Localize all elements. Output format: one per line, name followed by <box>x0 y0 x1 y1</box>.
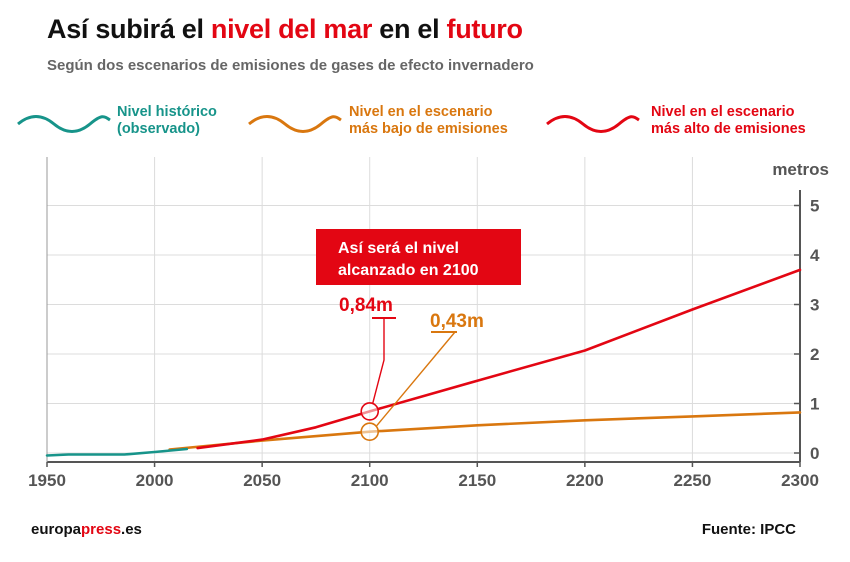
source-note: Fuente: IPCC <box>701 521 796 538</box>
x-tick-label: 2150 <box>458 471 496 490</box>
chart-callout: Así será el nivel alcanzado en 2100 0,84… <box>316 229 521 332</box>
y-tick-label: 5 <box>810 197 819 216</box>
x-tick-label: 2050 <box>243 471 281 490</box>
brand-logo: europapress.es <box>31 521 142 538</box>
callout-box <box>316 229 521 285</box>
series-line-2 <box>196 268 802 450</box>
marker-high <box>360 402 380 421</box>
leader-high <box>372 318 385 404</box>
title-part-4: futuro <box>446 14 523 44</box>
legend-low-line1: Nivel en el escenario <box>349 104 493 120</box>
brand-part-2: press <box>81 521 122 538</box>
legend-historic: Nivel histórico (observado) <box>117 104 217 138</box>
legend-historic-line2: (observado) <box>117 121 200 137</box>
title-part-2: nivel del mar <box>210 14 373 44</box>
legend-historic-swatch <box>17 115 111 133</box>
chart-markers <box>360 317 457 442</box>
x-tick-label: 2000 <box>136 471 174 490</box>
callout-line1: Así será el nivel <box>338 240 459 257</box>
callout-line2: alcanzado en 2100 <box>338 262 479 279</box>
legend-low-line2: más bajo de emisiones <box>349 121 508 137</box>
annotation-low-label: 0,43m <box>430 311 484 332</box>
x-tick-label: 2300 <box>781 471 819 490</box>
y-tick-label: 0 <box>810 444 819 463</box>
annotation-high-label: 0,84m <box>339 295 393 316</box>
legend-high: Nivel en el escenario más alto de emisio… <box>651 104 806 138</box>
y-tick-label: 2 <box>810 345 819 364</box>
marker-low <box>360 422 380 442</box>
chart-series <box>45 268 802 457</box>
legend-high-line1: Nivel en el escenario <box>651 104 795 120</box>
y-tick-label: 1 <box>810 395 819 414</box>
legend-low-wave <box>248 115 342 133</box>
title-part-3: en el <box>379 14 440 44</box>
legend-historic-line1: Nivel histórico <box>117 104 217 120</box>
y-axis-label: metros <box>772 160 829 179</box>
series-line-1 <box>168 411 802 451</box>
legend-high-line2: más alto de emisiones <box>651 121 806 137</box>
legend-high-swatch <box>546 115 640 133</box>
title-part-1: Así subirá el <box>47 14 204 44</box>
legend-high-wave <box>546 115 640 133</box>
x-tick-label: 1950 <box>28 471 66 490</box>
series-line-0 <box>45 447 189 457</box>
page-title: Así subirá el nivel del mar en el futuro <box>47 14 523 45</box>
legend-low: Nivel en el escenario más bajo de emisio… <box>349 104 508 138</box>
chart-axes: 1950 2000 2050 2100 2150 2200 2250 2300 0 1 2 3 4 5 me… <box>28 157 829 490</box>
brand-part-3: .es <box>121 521 142 538</box>
y-tick-label: 4 <box>810 246 820 265</box>
y-tick-label: 3 <box>810 296 819 315</box>
legend-low-swatch <box>248 115 342 133</box>
legend-historic-wave <box>17 115 111 133</box>
x-tick-label: 2250 <box>674 471 712 490</box>
x-tick-label: 2200 <box>566 471 604 490</box>
x-tick-label: 2100 <box>351 471 389 490</box>
brand-part-1: europa <box>31 521 82 538</box>
leader-low <box>376 331 456 427</box>
page-subtitle: Según dos escenarios de emisiones de gas… <box>47 57 534 74</box>
